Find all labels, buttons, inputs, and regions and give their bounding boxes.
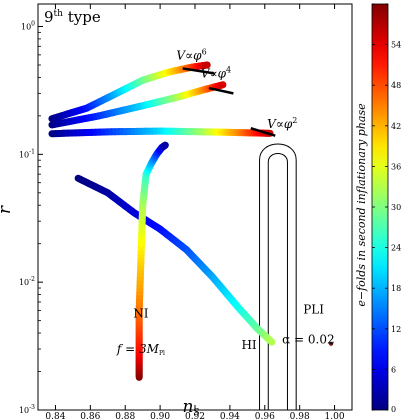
colorbar-tick-label: 36 — [391, 162, 401, 171]
colorbar-tick-label: 0 — [391, 405, 396, 414]
annotation-pli: PLI — [303, 302, 324, 316]
marks-layer — [48, 61, 334, 410]
y-axis-label: r — [0, 205, 15, 214]
colorbar-label: e−folds in second inflationary phase — [355, 103, 368, 307]
contour-inner — [267, 153, 288, 410]
x-tick-label: 0.92 — [185, 412, 205, 419]
hi-branch — [135, 141, 169, 381]
colorbar-tick-label: 30 — [391, 203, 401, 212]
contour-outer — [259, 143, 297, 410]
x-tick-label: 0.94 — [220, 412, 240, 419]
ni-branch-segment — [267, 337, 276, 346]
chart-title: 9th type — [44, 8, 101, 26]
pli-point — [329, 341, 334, 346]
x-tick-label: 1.00 — [325, 412, 345, 419]
x-tick-label: 0.84 — [45, 412, 65, 419]
annotation-pli_alpha: α = 0.02 — [282, 333, 335, 347]
colorbar-tick-label: 54 — [391, 41, 401, 50]
annotation-ni_f: f = 3MPl — [116, 342, 165, 357]
x-tick-label: 0.86 — [80, 412, 100, 419]
annotation-ni: NI — [133, 306, 149, 320]
y-tick-label: 10-3 — [19, 404, 35, 415]
colorbar-tick-label: 48 — [391, 81, 401, 90]
colorbar-tick-label: 24 — [391, 244, 401, 253]
y-tick-label: 100 — [21, 21, 35, 32]
y-tick-label: 10-2 — [19, 276, 35, 287]
colorbar-tick-label: 18 — [391, 284, 401, 293]
colorbar-tick-label: 6 — [391, 365, 396, 374]
annotation-phi6: V∝φ6 — [176, 48, 206, 63]
annotation-hi: HI — [241, 338, 256, 352]
phi4-end — [208, 86, 234, 95]
y-tick-label: 10-1 — [19, 148, 35, 159]
x-tick-label: 0.88 — [115, 412, 135, 419]
phi2-branch — [48, 127, 274, 138]
x-tick-label: 0.90 — [150, 412, 170, 419]
colorbar: 0 6 12 18 24 30 36 42 48 54 e−folds in second infl… — [355, 3, 401, 414]
x-tick-label: 0.96 — [255, 412, 275, 419]
phi6-end — [182, 67, 215, 75]
phi2-end — [250, 127, 276, 137]
axes-layer: 0.84 0.86 0.88 0.90 0.92 0.94 0.96 0.98 1.00 10-3… — [0, 3, 353, 419]
colorbar-tick-label: 42 — [391, 122, 401, 131]
annotation-phi2: V∝φ2 — [267, 116, 297, 131]
x-tick-label: 0.98 — [290, 412, 310, 419]
annotations-layer: 9th type V∝φ6 V∝φ4 V∝φ2 NI f = 3MPl HI PLI α = 0… — [44, 8, 335, 357]
colorbar-tick-label: 12 — [391, 325, 401, 334]
x-axis-label: nS — [182, 397, 199, 418]
annotation-phi4: V∝φ4 — [201, 65, 231, 80]
